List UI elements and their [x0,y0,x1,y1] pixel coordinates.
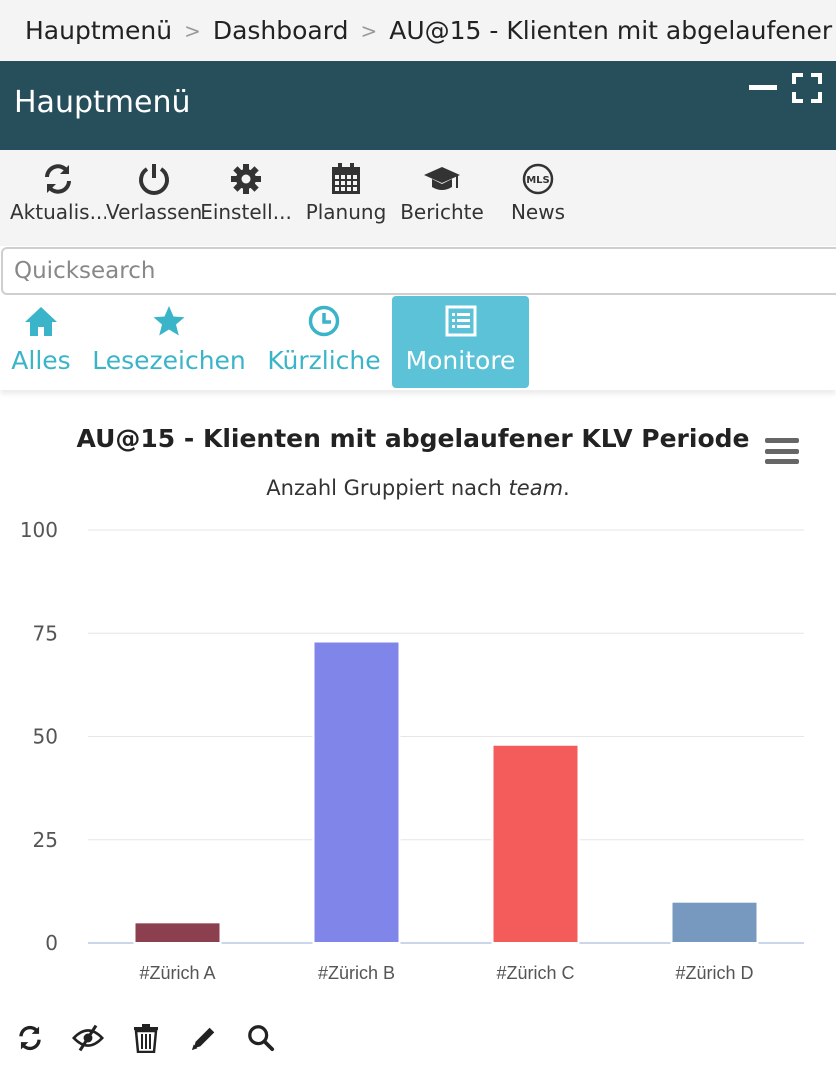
power-icon [139,164,169,195]
toolbar-label: News [510,200,566,224]
trash-icon [134,1024,158,1053]
calendar-icon [332,163,360,194]
list-icon [445,305,476,337]
tab-kurzliche[interactable]: Kürzliche [264,296,384,388]
tab-lesezeichen[interactable]: Lesezeichen [92,296,246,388]
chart-context-menu-icon[interactable] [765,438,799,464]
minimize-icon[interactable] [749,85,777,90]
panel-title: Hauptmenü [14,85,191,120]
home-icon [25,307,57,336]
y-tick-label: 100 [20,518,58,542]
toolbar-news-button[interactable]: MLS News [490,162,586,224]
chart-subtitle-group: team [508,476,564,500]
eye-slash-icon [72,1024,104,1052]
x-tick-label: #Zürich D [675,963,753,983]
tab-label: Kürzliche [267,346,381,375]
toolbar-label: Verlassen [106,200,202,224]
breadcrumb-item-dashboard[interactable]: Dashboard [212,16,349,45]
toolbar-refresh-button[interactable]: Aktualis... [10,162,106,224]
bar [133,921,222,945]
breadcrumb-item-current: AU@15 - Klienten mit abgelaufener KLV Pe… [389,16,836,45]
search-button[interactable] [243,1020,279,1056]
tab-label: Lesezeichen [92,346,246,375]
toolbar-exit-button[interactable]: Verlassen [106,162,202,224]
clock-icon [308,305,340,337]
gear-icon [231,164,261,194]
quicksearch-input[interactable] [1,247,836,295]
breadcrumb-item-hauptmenu[interactable]: Hauptmenü [25,16,173,45]
monitor-actions [0,1020,836,1060]
toolbar-label: Berichte [400,200,484,224]
graduation-cap-icon [424,167,460,190]
tab-alles[interactable]: Alles [4,296,78,388]
toolbar-label: Einstell... [200,200,292,224]
toolbar-planning-button[interactable]: Planung [298,162,394,224]
toolbar: Aktualis... Verlassen Einstell... [0,150,836,246]
edit-button[interactable] [186,1020,222,1056]
tab-label: Alles [11,346,71,375]
x-tick-label: #Zürich C [496,963,574,983]
pencil-icon [191,1027,215,1051]
tab-bar: Alles Lesezeichen Kürzliche Monitore [0,296,836,390]
tab-monitore[interactable]: Monitore [392,296,529,388]
x-tick-label: #Zürich B [318,963,395,983]
toolbar-label: Aktualis... [10,200,106,224]
breadcrumb-separator: > [184,18,201,43]
breadcrumb-separator: > [360,18,378,43]
toolbar-settings-button[interactable]: Einstell... [198,162,294,224]
mls-news-icon: MLS [522,163,554,195]
y-tick-label: 25 [33,828,58,852]
chart-subtitle-prefix: Anzahl Gruppiert nach [266,476,509,500]
chart-subtitle-suffix: . [563,476,570,500]
chart-title: AU@15 - Klienten mit abgelaufener KLV Pe… [76,424,750,453]
y-tick-label: 0 [45,931,58,955]
bar-chart: 0 25 50 75 100 #Zürich A #Zürich B #Zürich C #Zü… [20,518,804,983]
y-tick-label: 75 [33,621,58,645]
panel-header: Hauptmenü [0,61,836,150]
breadcrumb: Hauptmenü > Dashboard > AU@15 - Klienten… [0,0,836,61]
toolbar-label: Planung [305,200,387,224]
x-tick-label: #Zürich A [139,963,215,983]
chart-subtitle: Anzahl Gruppiert nach team. [0,476,836,500]
search-icon [248,1025,275,1052]
hide-button[interactable] [70,1020,106,1056]
refresh-icon [45,164,71,194]
toolbar-reports-button[interactable]: Berichte [394,162,490,224]
svg-text:MLS: MLS [526,175,550,186]
tab-label: Monitore [405,346,516,375]
bar [491,743,580,944]
star-icon [153,306,185,336]
refresh-icon [19,1025,41,1051]
delete-button[interactable] [128,1020,164,1056]
bar [312,640,401,944]
refresh-button[interactable] [12,1020,48,1056]
fullscreen-icon[interactable] [792,73,822,103]
bar [670,900,759,945]
y-tick-label: 50 [33,725,58,749]
